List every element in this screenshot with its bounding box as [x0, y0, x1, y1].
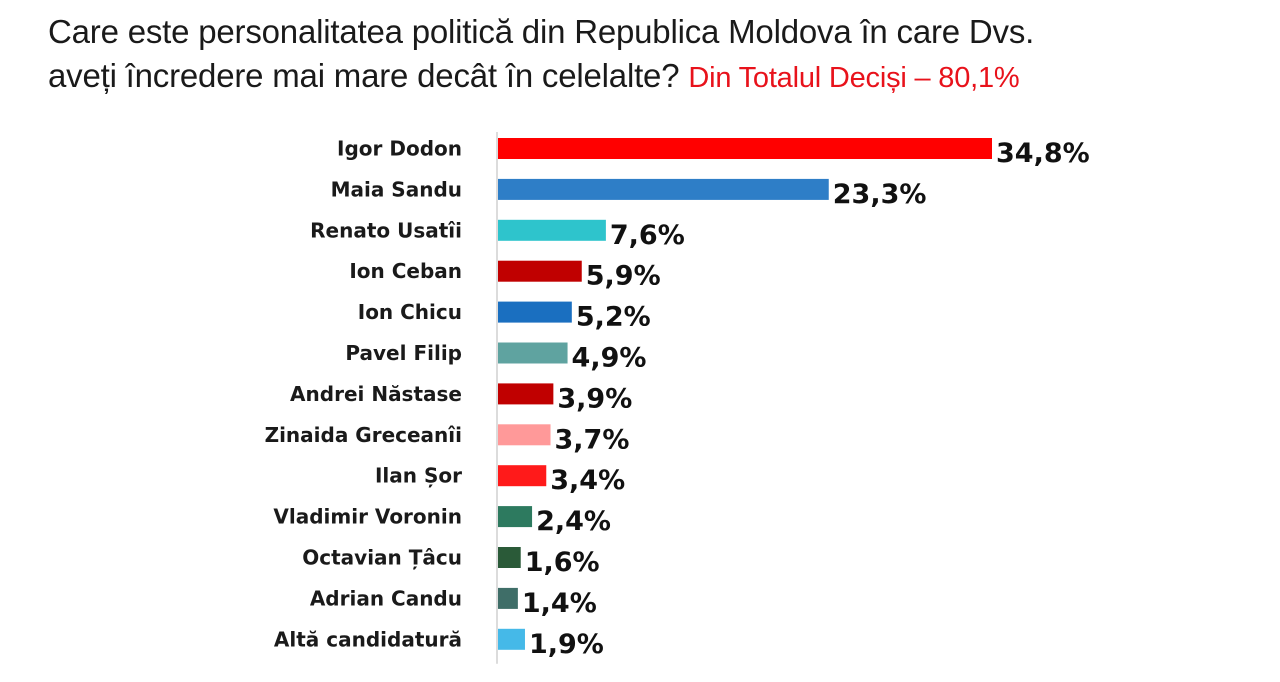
bar: [498, 383, 554, 405]
category-label: Igor Dodon: [337, 137, 462, 161]
value-label: 3,4%: [550, 465, 625, 496]
value-label: 1,9%: [529, 629, 604, 660]
value-label: 1,4%: [522, 588, 597, 619]
bar: [498, 547, 521, 568]
category-label: Ion Chicu: [358, 300, 462, 324]
value-label: 4,9%: [572, 343, 647, 374]
category-label: Octavian Țâcu: [302, 546, 462, 570]
bar: [498, 342, 568, 364]
value-label: 23,3%: [833, 179, 927, 210]
title-line-2: aveți încredere mai mare decât în celela…: [48, 57, 680, 94]
category-label: Ilan Șor: [375, 464, 462, 488]
bar: [498, 465, 547, 487]
category-label: Ion Ceban: [349, 259, 462, 283]
title-line-1: Care este personalitatea politică din Re…: [48, 13, 1035, 50]
value-label: 34,8%: [996, 138, 1090, 169]
bar: [498, 587, 518, 609]
value-label: 7,6%: [610, 220, 685, 251]
bar: [498, 178, 829, 200]
value-label: 3,9%: [557, 383, 632, 414]
category-label: Andrei Năstase: [290, 382, 462, 406]
category-label: Vladimir Voronin: [273, 505, 462, 529]
category-label: Zinaida Greceanîi: [265, 423, 462, 447]
bar: [498, 301, 572, 323]
bar: [498, 138, 992, 159]
value-label: 3,7%: [555, 424, 630, 455]
category-label: Pavel Filip: [345, 341, 462, 365]
value-label: 2,4%: [536, 506, 611, 537]
value-label: 5,9%: [586, 261, 661, 292]
value-label: 5,2%: [576, 302, 651, 333]
category-label: Renato Usatîi: [310, 218, 462, 242]
bar: [498, 219, 606, 241]
bar: [498, 506, 533, 528]
category-label: Adrian Candu: [310, 586, 462, 610]
category-label: Altă candidatură: [274, 627, 462, 651]
bar: [498, 260, 582, 282]
bar: [498, 628, 525, 650]
category-label: Maia Sandu: [331, 177, 462, 201]
bar: [498, 424, 551, 446]
chart-title: Care este personalitatea politică din Re…: [48, 10, 1248, 100]
value-label: 1,6%: [525, 547, 600, 578]
bars-layer: Igor Dodon 34,8% Maia Sandu 23,3% Renato Usa…: [265, 137, 1090, 660]
title-highlight: Din Totalul Deciși – 80,1%: [688, 62, 1020, 94]
